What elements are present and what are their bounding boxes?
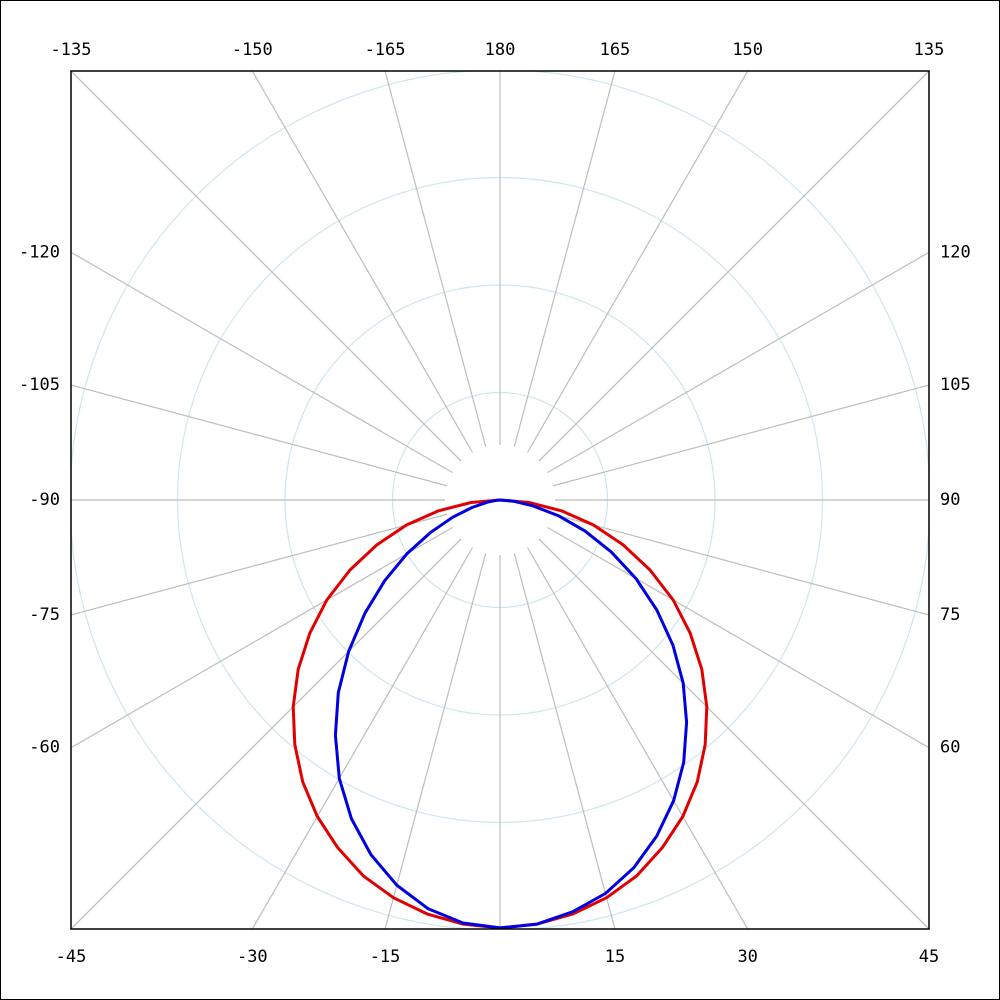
angle-label: 165 [600,40,631,60]
grid-spoke [547,251,929,474]
grid-spoke [552,384,929,487]
angle-label: 30 [737,947,757,967]
grid-spoke [71,384,448,487]
grid-spoke [251,547,474,929]
grid [71,71,929,929]
angle-label: 75 [940,605,960,625]
angle-label: 105 [940,375,971,395]
angle-label: -105 [19,375,60,395]
grid-spoke [526,71,749,453]
angle-label: -30 [237,947,268,967]
angle-label: -120 [19,242,60,262]
angle-label: 90 [940,490,960,510]
grid-spoke [513,552,616,929]
grid-spoke [71,538,462,929]
angle-label: -135 [51,40,92,60]
angle-label: -150 [232,40,273,60]
grid-spoke [71,526,453,749]
angle-label: -75 [29,605,60,625]
grid-spoke [71,251,453,474]
grid-spoke [552,513,929,616]
angle-label: -45 [56,947,87,967]
grid-spoke [547,526,929,749]
angle-label: -15 [370,947,401,967]
grid-spoke [513,71,616,448]
grid-spoke [538,538,929,929]
angle-label: 135 [914,40,945,60]
angle-label: 150 [732,40,763,60]
angle-label: -90 [29,490,60,510]
grid-spoke [384,552,487,929]
grid-spoke [538,71,929,462]
grid-spoke [251,71,474,453]
angle-label: -60 [29,738,60,758]
grid-spoke [71,71,462,462]
grid-spoke [71,513,448,616]
angle-label: -165 [365,40,406,60]
angle-label: 120 [940,242,971,262]
curve [333,498,689,929]
angle-label: 60 [940,738,960,758]
angle-label: 15 [605,947,625,967]
plot-frame [70,70,930,930]
angle-label: 180 [485,40,516,60]
angle-label: 45 [919,947,939,967]
curves [291,498,709,929]
grid-spoke [384,71,487,448]
grid-spoke [526,547,749,929]
